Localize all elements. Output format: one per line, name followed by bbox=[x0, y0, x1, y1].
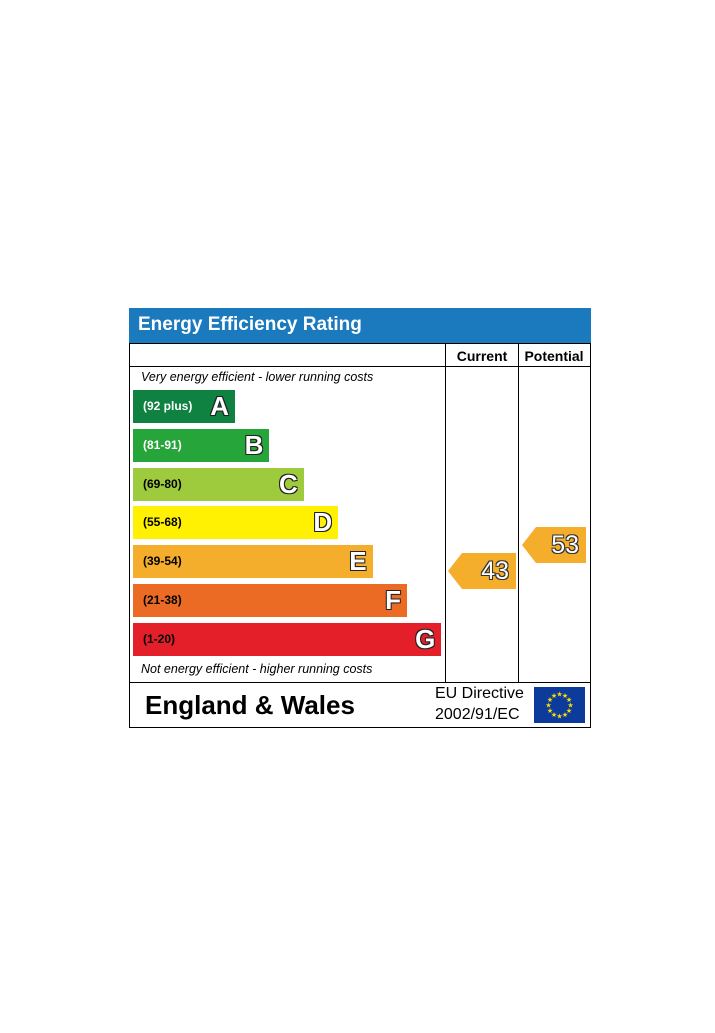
directive-line-1: EU Directive bbox=[435, 685, 524, 702]
eu-flag-star: ★ bbox=[547, 696, 553, 704]
band-range-label: (39-54) bbox=[143, 554, 182, 569]
current-rating-arrow: 43 bbox=[448, 552, 516, 589]
eu-flag-star: ★ bbox=[556, 713, 562, 721]
band-letter-label: G bbox=[415, 623, 436, 654]
eu-flag-star: ★ bbox=[551, 692, 557, 700]
band-range-label: (1-20) bbox=[143, 631, 176, 646]
band-g: (1-20) G bbox=[133, 622, 442, 656]
band-a: (92 plus) A bbox=[133, 390, 235, 423]
potential-column-divider bbox=[518, 343, 519, 683]
band-e: (39-54) E bbox=[133, 545, 373, 579]
band-b: (81-91) B bbox=[133, 428, 270, 462]
eu-flag-star: ★ bbox=[562, 692, 568, 700]
potential-column-header: Potential bbox=[524, 348, 584, 364]
eu-flag-star: ★ bbox=[567, 702, 573, 710]
eu-flag-star: ★ bbox=[545, 702, 551, 710]
band-letter-label: C bbox=[279, 468, 298, 499]
eu-flag-star: ★ bbox=[556, 691, 562, 699]
band-letter-label: A bbox=[210, 391, 229, 421]
band-range-label: (81-91) bbox=[143, 437, 182, 452]
chart-title: Energy Efficiency Rating bbox=[138, 314, 362, 335]
potential-rating-value: 53 bbox=[551, 530, 579, 559]
current-arrow-shape bbox=[448, 552, 516, 589]
eu-flag-star: ★ bbox=[566, 696, 572, 704]
potential-rating-arrow: 53 bbox=[522, 526, 586, 563]
band-range-label: (55-68) bbox=[143, 515, 182, 530]
current-column-header: Current bbox=[456, 348, 508, 364]
top-note: Very energy efficient - lower running co… bbox=[141, 370, 374, 384]
band-letter-label: F bbox=[385, 585, 401, 615]
title-bar: Energy Efficiency Rating bbox=[129, 308, 591, 343]
eu-flag-star: ★ bbox=[566, 707, 572, 715]
band-d: (55-68) D bbox=[133, 506, 339, 540]
band-c: (69-80) C bbox=[133, 467, 304, 501]
band-range-label: (21-38) bbox=[143, 593, 182, 607]
band-range-label: (92 plus) bbox=[143, 399, 193, 413]
potential-arrow-shape bbox=[522, 526, 586, 563]
eu-flag-star: ★ bbox=[562, 711, 568, 719]
eu-flag-icon: ★ ★★★★★★★★★★★ bbox=[534, 687, 585, 723]
chart-frame bbox=[129, 343, 591, 728]
band-letter-label: D bbox=[313, 507, 333, 538]
energy-efficiency-rating-chart: Energy Efficiency Rating Current Potenti… bbox=[129, 308, 591, 728]
band-letter-label: B bbox=[244, 429, 264, 460]
directive-line-2: 2002/91/EC bbox=[435, 706, 520, 723]
directive-label: EU Directive 2002/91/EC bbox=[435, 683, 524, 725]
band-letter-label: E bbox=[349, 546, 367, 577]
header-row-divider bbox=[130, 366, 590, 367]
bottom-note: Not energy efficient - higher running co… bbox=[141, 662, 373, 676]
current-column-divider bbox=[445, 343, 446, 683]
current-rating-value: 43 bbox=[481, 556, 509, 585]
band-range-label: (69-80) bbox=[143, 476, 182, 491]
eu-flag-star: ★ bbox=[547, 707, 553, 715]
band-f: (21-38) F bbox=[133, 584, 407, 617]
eu-flag-star: ★ bbox=[551, 711, 557, 719]
footer-divider bbox=[130, 682, 590, 683]
country-label: England & Wales bbox=[145, 690, 355, 720]
